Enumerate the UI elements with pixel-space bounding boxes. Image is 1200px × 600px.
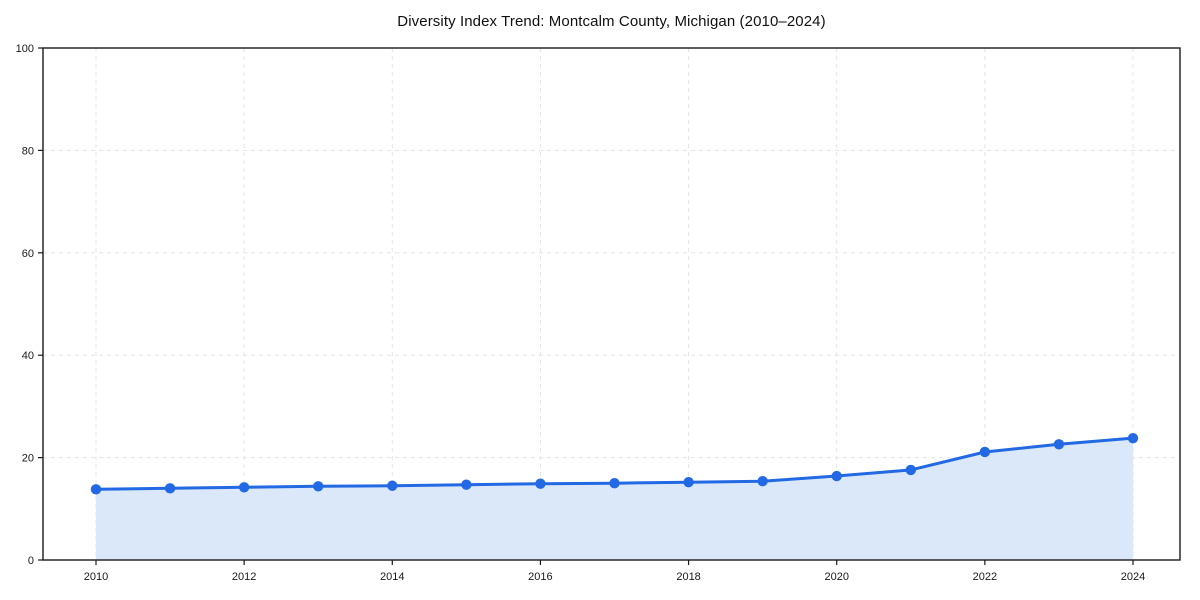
data-point-marker bbox=[1127, 432, 1139, 444]
data-point-marker bbox=[313, 481, 324, 492]
x-axis-tick-label: 2024 bbox=[1121, 571, 1145, 583]
x-axis-tick-label: 2018 bbox=[676, 571, 700, 583]
chart-title: Diversity Index Trend: Montcalm County, … bbox=[397, 13, 826, 30]
series-area-fill bbox=[96, 438, 1133, 560]
data-point-marker bbox=[979, 446, 991, 458]
y-axis-tick-label: 40 bbox=[22, 350, 34, 362]
x-axis-tick-label: 2020 bbox=[824, 571, 848, 583]
x-axis-tick-label: 2022 bbox=[973, 571, 997, 583]
y-axis-tick-label: 60 bbox=[22, 248, 34, 260]
y-axis-tick-label: 80 bbox=[22, 145, 34, 157]
data-point-marker bbox=[238, 482, 250, 493]
data-point-marker bbox=[387, 480, 398, 491]
y-axis-tick-label: 0 bbox=[28, 555, 34, 567]
data-point-marker bbox=[164, 483, 176, 494]
plot-border bbox=[42, 47, 1181, 561]
y-axis-tick-label: 20 bbox=[22, 453, 34, 465]
x-axis-tick-label: 2014 bbox=[380, 571, 404, 583]
x-axis-tick-label: 2012 bbox=[232, 571, 256, 583]
data-point-marker bbox=[683, 476, 694, 488]
y-axis-tick-label: 100 bbox=[16, 43, 34, 55]
data-point-marker bbox=[609, 478, 620, 489]
data-point-marker bbox=[757, 475, 768, 487]
x-axis-tick-label: 2010 bbox=[84, 571, 108, 583]
data-point-marker bbox=[831, 470, 842, 482]
data-point-marker bbox=[535, 478, 546, 489]
data-point-marker bbox=[461, 479, 472, 490]
x-axis-tick-label: 2016 bbox=[528, 571, 552, 583]
data-point-marker bbox=[905, 464, 916, 476]
data-point-marker bbox=[1053, 439, 1065, 450]
data-point-marker bbox=[90, 484, 102, 495]
